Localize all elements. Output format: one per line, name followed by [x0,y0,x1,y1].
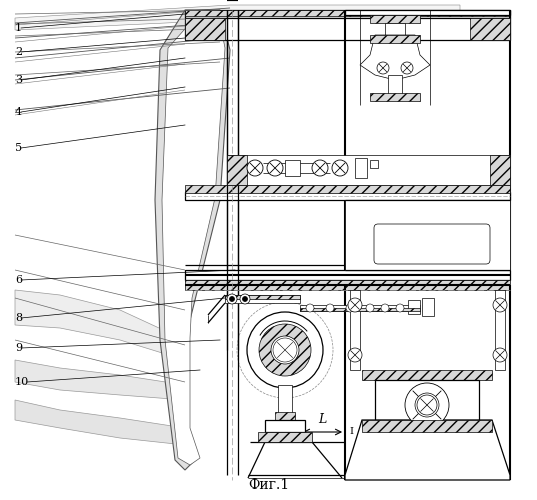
Bar [185,192,510,200]
Circle shape [326,304,334,312]
Circle shape [306,304,314,312]
Bar [265,420,305,432]
Circle shape [243,296,248,302]
Circle shape [267,160,283,176]
Bar [225,295,300,299]
Text: 3: 3 [15,75,22,85]
Bar [185,10,510,16]
Polygon shape [162,12,225,465]
Text: L: L [318,413,326,426]
Circle shape [377,62,389,74]
Polygon shape [345,420,510,480]
Circle shape [493,348,507,362]
Bar [370,15,420,23]
Text: 8: 8 [15,313,22,323]
Circle shape [281,346,289,354]
Circle shape [273,338,297,362]
Text: 4: 4 [15,107,22,117]
Circle shape [348,298,362,312]
Bar [490,155,510,185]
Bar [385,23,405,35]
Bar [495,290,505,370]
Circle shape [493,298,507,312]
Bar [300,305,420,311]
Circle shape [381,304,389,312]
Circle shape [415,393,439,417]
Bar [185,10,510,18]
Bar [258,432,312,442]
Bar [422,298,434,316]
Bar [362,370,492,380]
Circle shape [227,294,237,304]
Bar [388,75,402,95]
Bar [375,380,479,420]
Circle shape [348,348,362,362]
Circle shape [312,160,328,176]
Bar [275,412,295,420]
Circle shape [346,304,354,312]
Circle shape [417,395,437,415]
Text: 1: 1 [15,23,22,33]
Text: 10: 10 [15,377,29,387]
Bar [350,290,360,370]
Text: II: II [288,428,296,436]
Bar [355,158,367,178]
Circle shape [247,312,323,388]
Bar [370,93,420,101]
Bar [362,420,492,432]
Bar [285,160,300,176]
Text: 6: 6 [15,275,22,285]
Bar [185,18,510,40]
Bar [227,155,510,185]
Bar [185,185,510,193]
Polygon shape [15,360,185,400]
Bar [185,18,225,40]
Polygon shape [360,35,430,80]
Polygon shape [15,290,185,360]
Bar [345,200,510,270]
Text: I: I [349,428,353,436]
Circle shape [396,304,404,312]
Bar [225,295,300,303]
Bar [227,155,247,185]
Polygon shape [15,5,460,30]
Bar [300,308,420,311]
Bar [185,270,510,280]
Circle shape [366,304,374,312]
Text: 5: 5 [15,143,22,153]
Polygon shape [155,10,230,470]
Circle shape [332,160,348,176]
Text: 2: 2 [15,47,22,57]
Text: Фиг.1: Фиг.1 [248,478,289,492]
Bar [470,18,510,40]
Bar [185,280,510,290]
Bar [370,35,420,43]
Bar [408,300,420,314]
FancyBboxPatch shape [374,224,490,264]
Text: 9: 9 [15,343,22,353]
Circle shape [247,160,263,176]
Bar [345,10,510,15]
Polygon shape [15,400,185,445]
Circle shape [229,296,235,302]
Circle shape [271,336,299,364]
Bar [370,160,378,168]
Circle shape [240,294,250,304]
Circle shape [405,383,449,427]
Circle shape [401,62,413,74]
Circle shape [259,324,311,376]
Bar [278,385,292,415]
